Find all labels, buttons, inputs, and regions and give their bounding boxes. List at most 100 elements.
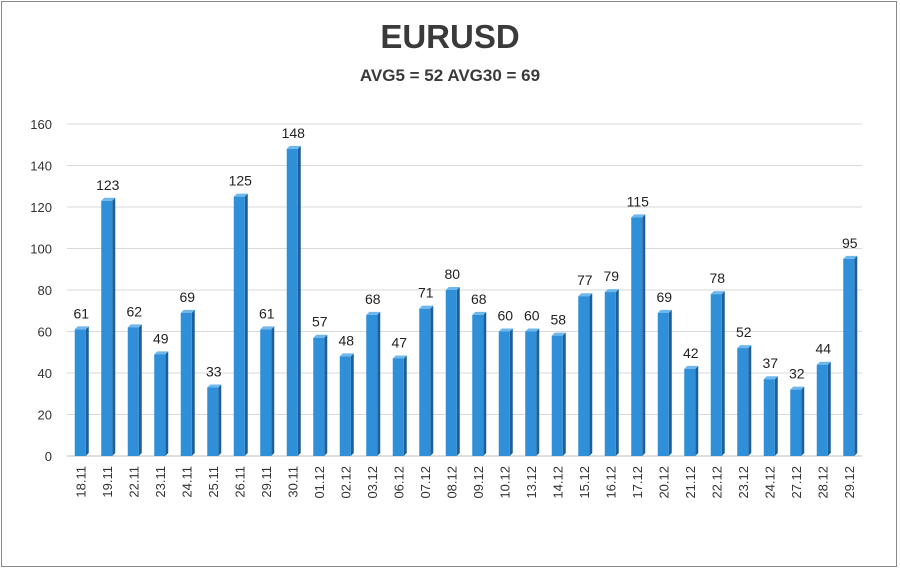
- bar-top: [233, 193, 248, 197]
- x-tick-label: 14.12: [550, 466, 565, 499]
- bar-side: [191, 309, 195, 456]
- bar: [631, 217, 643, 456]
- bar-top: [604, 289, 619, 293]
- bar: [419, 308, 431, 456]
- data-label: 80: [444, 266, 460, 282]
- bar: [286, 148, 298, 456]
- data-label: 68: [471, 291, 487, 307]
- data-label: 68: [365, 291, 381, 307]
- bar: [498, 331, 510, 456]
- bar: [525, 331, 537, 456]
- x-tick-label: 13.12: [524, 466, 539, 499]
- bar-side: [483, 311, 487, 456]
- data-label: 60: [497, 308, 513, 324]
- x-tick-label: 10.12: [497, 466, 512, 499]
- data-label: 61: [259, 305, 275, 321]
- bar-side: [721, 291, 725, 456]
- x-tick-label: 25.11: [206, 466, 221, 498]
- bar: [366, 314, 378, 456]
- bar: [101, 200, 113, 456]
- data-label: 123: [96, 177, 120, 193]
- bar-top: [657, 309, 672, 313]
- x-tick-label: 26.11: [232, 466, 247, 498]
- x-tick-label: 22.12: [709, 466, 724, 499]
- chart-subtitle: AVG5 = 52 AVG30 = 69: [359, 66, 541, 85]
- bar: [710, 294, 722, 456]
- bar: [207, 387, 219, 456]
- x-tick-label: 20.12: [656, 466, 671, 499]
- bar: [392, 358, 404, 456]
- data-label: 125: [229, 173, 253, 189]
- bar: [790, 389, 802, 456]
- bar-top: [498, 328, 513, 332]
- bar-side: [218, 384, 222, 456]
- data-label: 71: [418, 285, 434, 301]
- bar: [313, 337, 325, 456]
- bar-top: [525, 328, 540, 332]
- x-tick-label: 08.12: [444, 466, 459, 499]
- bar-side: [748, 345, 752, 456]
- data-label: 69: [656, 289, 672, 305]
- y-tick-label: 60: [38, 325, 52, 340]
- x-tick-label: 09.12: [471, 466, 486, 499]
- data-label: 49: [153, 330, 169, 346]
- bar-top: [578, 293, 593, 297]
- bar-top: [154, 351, 169, 355]
- bar-top: [631, 214, 646, 218]
- bar: [763, 379, 775, 456]
- data-label: 77: [577, 272, 593, 288]
- data-label: 47: [391, 334, 407, 350]
- bar-side: [244, 193, 248, 456]
- bar-side: [165, 351, 169, 456]
- bar-top: [101, 197, 116, 201]
- bar-side: [350, 353, 354, 456]
- bar: [154, 354, 166, 456]
- data-label: 52: [736, 324, 752, 340]
- bar-side: [112, 197, 116, 456]
- bar: [127, 327, 139, 456]
- y-tick-label: 100: [30, 242, 52, 257]
- data-label: 79: [603, 268, 619, 284]
- bar-top: [180, 309, 195, 313]
- bar-top: [763, 376, 778, 380]
- bar: [74, 329, 86, 456]
- bar-side: [668, 309, 672, 456]
- bar-top: [445, 287, 460, 290]
- bar-side: [430, 305, 434, 456]
- x-tick-label: 27.12: [789, 466, 804, 499]
- data-label: 48: [338, 332, 354, 348]
- x-tick-label: 18.11: [73, 466, 88, 498]
- x-tick-label: 21.12: [683, 466, 698, 499]
- bar-side: [854, 255, 858, 456]
- data-label: 58: [550, 312, 566, 328]
- bar-side: [801, 386, 805, 456]
- x-tick-label: 29.12: [842, 466, 857, 499]
- bar-side: [456, 287, 460, 456]
- bar-top: [339, 353, 354, 357]
- y-tick-label: 80: [38, 283, 52, 298]
- bar-side: [403, 355, 407, 456]
- bar-top: [313, 334, 328, 338]
- bar-side: [377, 311, 381, 456]
- bar-side: [297, 145, 301, 456]
- bar-top: [551, 332, 566, 336]
- bar: [472, 314, 484, 456]
- data-label: 32: [789, 366, 805, 382]
- x-tick-label: 23.12: [736, 466, 751, 499]
- bar: [816, 364, 828, 456]
- data-label: 61: [73, 305, 89, 321]
- bar-side: [271, 326, 275, 456]
- bar-top: [127, 324, 142, 328]
- x-tick-label: 06.12: [391, 466, 406, 499]
- bar-side: [774, 376, 778, 456]
- y-tick-label: 140: [30, 159, 52, 174]
- bar-top: [207, 384, 222, 388]
- x-tick-label: 28.12: [815, 466, 830, 499]
- y-tick-label: 0: [45, 449, 52, 464]
- x-tick-label: 15.12: [577, 466, 592, 499]
- x-tick-label: 02.12: [338, 466, 353, 499]
- bar-side: [85, 326, 89, 456]
- data-label: 37: [762, 355, 778, 371]
- bar: [843, 258, 855, 456]
